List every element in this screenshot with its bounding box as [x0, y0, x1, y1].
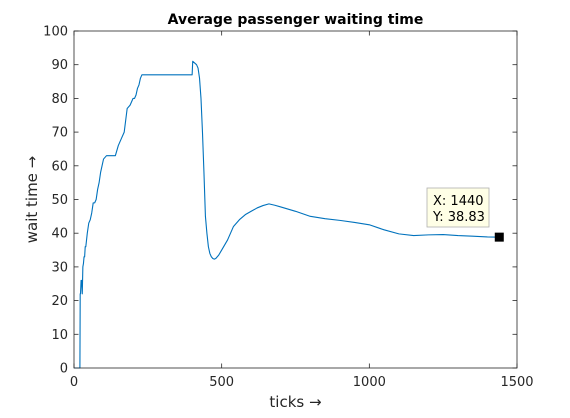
plot-box: [73, 30, 518, 369]
chart-title: Average passenger waiting time: [168, 12, 424, 28]
y-tick-label: 50: [51, 193, 68, 208]
x-tick-label: 1000: [353, 375, 386, 390]
datatip-marker[interactable]: [494, 232, 504, 242]
x-tick-label: 1500: [500, 375, 533, 390]
datatip-y-text: Y: 38.83: [432, 210, 485, 225]
y-tick-label: 30: [51, 260, 68, 275]
y-tick-label: 10: [51, 328, 68, 343]
datatip-box: [426, 187, 490, 228]
datatip[interactable]: X: 1440 Y: 38.83: [426, 187, 504, 242]
x-tick-label: 500: [209, 375, 234, 390]
y-tick-label: 100: [43, 25, 68, 40]
y-axis-label: wait time →: [23, 156, 41, 244]
x-tick-label: 0: [70, 375, 78, 390]
series-line: [74, 60, 500, 369]
x-axis-label: ticks →: [269, 393, 321, 411]
y-tick-label: 40: [51, 227, 68, 242]
y-tick-label: 80: [51, 92, 68, 107]
y-tick-label: 90: [51, 58, 68, 73]
y-tick-label: 0: [60, 362, 68, 377]
y-tick-label: 70: [51, 126, 68, 141]
y-tick-label: 20: [51, 294, 68, 309]
ticks-layer: 0 500 1000 1500 0 10 20 30 40 50 60 70 80 90 100: [43, 25, 533, 391]
y-tick-label: 60: [51, 159, 68, 174]
datatip-x-text: X: 1440: [433, 194, 484, 209]
